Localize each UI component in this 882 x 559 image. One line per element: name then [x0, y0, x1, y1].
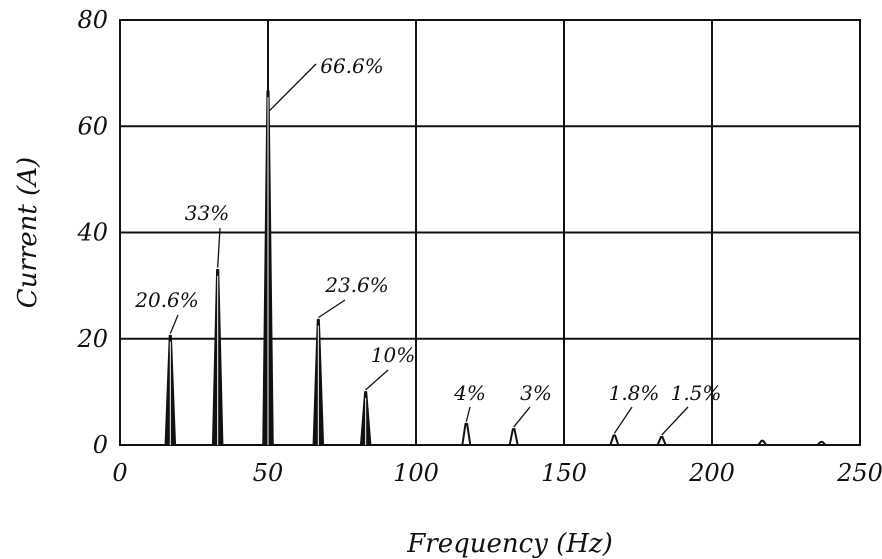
peak-spike — [816, 440, 827, 446]
x-tick-label: 0 — [112, 459, 127, 487]
peak-label: 3% — [520, 381, 552, 405]
annotation-leaders — [169, 63, 689, 436]
leader-line — [661, 406, 689, 436]
peak-spike — [508, 428, 519, 446]
peak-spike — [757, 439, 768, 446]
peak-label: 23.6% — [324, 273, 389, 297]
y-axis-title: Current (A) — [13, 157, 43, 308]
x-axis-title: Frequency (Hz) — [406, 529, 613, 559]
y-tick-label: 20 — [76, 325, 108, 353]
peak-label: 66.6% — [320, 54, 384, 78]
leader-line — [613, 406, 633, 434]
leader-line — [268, 63, 317, 112]
peak-label: 1.5% — [671, 381, 722, 405]
y-tick-label: 40 — [76, 219, 108, 247]
x-tick-label: 150 — [541, 459, 587, 487]
x-tick-label: 250 — [836, 459, 882, 487]
y-tick-label: 0 — [93, 431, 108, 459]
peak-label: 33% — [185, 201, 229, 225]
x-tick-label: 100 — [393, 459, 439, 487]
peak-series — [164, 90, 827, 446]
leader-line — [217, 227, 221, 268]
peak-spike — [461, 422, 472, 446]
y-tick-label: 80 — [77, 6, 108, 34]
y-tick-label: 60 — [77, 112, 108, 140]
peak-label: 1.8% — [609, 381, 660, 405]
leader-line — [465, 406, 471, 422]
x-tick-label: 200 — [688, 459, 735, 487]
leader-line — [513, 406, 531, 428]
leader-line — [365, 369, 389, 391]
labels: 0 50 100 150 200 250 0 20 40 60 80 Frequency (Hz) Cu… — [13, 6, 882, 559]
peak-spike — [609, 434, 620, 446]
peak-label: 4% — [453, 381, 486, 405]
leader-line — [317, 299, 346, 319]
grid-lines — [119, 19, 861, 446]
leader-line — [169, 314, 179, 334]
peak-spike — [656, 436, 667, 446]
peak-label: 10% — [371, 343, 415, 367]
peak-label: 20.6% — [134, 288, 199, 312]
x-tick-label: 50 — [253, 459, 284, 487]
